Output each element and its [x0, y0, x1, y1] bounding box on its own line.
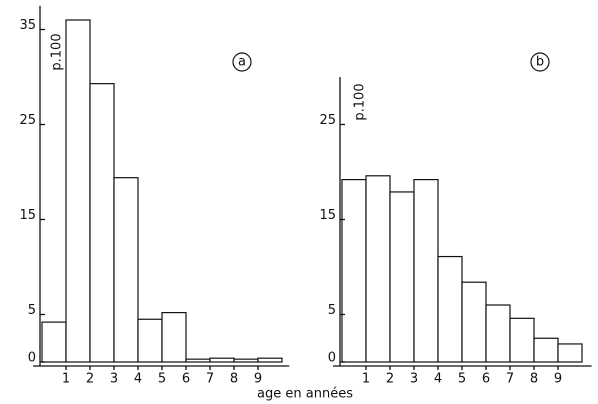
- x-tick-label: 7: [206, 372, 214, 387]
- x-tick-label: 1: [362, 372, 370, 387]
- x-tick-label: 3: [410, 372, 418, 387]
- bar: [413, 179, 439, 363]
- y-tick-label: 0: [328, 351, 336, 366]
- x-tick-label: 2: [386, 372, 394, 387]
- bar: [41, 321, 67, 363]
- bar: [485, 304, 511, 363]
- x-axis-label: age en années: [257, 387, 353, 402]
- y-axis-label: p.100: [50, 33, 65, 70]
- bar: [233, 358, 259, 363]
- bar: [461, 281, 487, 363]
- y-tick-label: 5: [28, 303, 36, 318]
- x-tick-label: 5: [458, 372, 466, 387]
- panel-label-circle: [232, 52, 252, 72]
- y-tick-label: 15: [19, 208, 36, 223]
- bar: [257, 357, 283, 363]
- y-tick-label: 25: [19, 113, 36, 128]
- x-tick-label: 4: [434, 372, 442, 387]
- panel-label-circle: [530, 52, 550, 72]
- x-tick-label: 5: [158, 372, 166, 387]
- x-tick-label: 9: [254, 372, 262, 387]
- bar: [185, 358, 211, 363]
- x-tick-label: 4: [134, 372, 142, 387]
- bar: [209, 357, 235, 363]
- x-tick-label: 6: [482, 372, 490, 387]
- y-tick-label: 5: [328, 303, 336, 318]
- x-tick-label: 6: [182, 372, 190, 387]
- x-tick-label: 8: [230, 372, 238, 387]
- bar: [437, 255, 463, 363]
- bar: [137, 318, 163, 363]
- x-tick-label: 9: [554, 372, 562, 387]
- y-tick-label: 25: [319, 113, 336, 128]
- bar: [113, 177, 139, 363]
- y-tick-label: 35: [19, 18, 36, 33]
- bar: [341, 179, 367, 363]
- x-tick-label: 7: [506, 372, 514, 387]
- bar: [389, 191, 415, 363]
- x-tick-label: 1: [62, 372, 70, 387]
- panel-label: a: [238, 55, 246, 70]
- bar: [533, 337, 559, 363]
- y-tick-label: 0: [28, 351, 36, 366]
- x-tick-label: 8: [530, 372, 538, 387]
- panel-label: b: [536, 55, 544, 70]
- bar: [557, 343, 583, 363]
- bar: [365, 175, 391, 363]
- bar: [89, 83, 115, 363]
- bar: [509, 317, 535, 363]
- x-tick-label: 3: [110, 372, 118, 387]
- y-tick-label: 15: [319, 208, 336, 223]
- bar: [65, 19, 91, 363]
- x-tick-label: 2: [86, 372, 94, 387]
- bar: [161, 312, 187, 363]
- y-axis-label: p.100: [353, 83, 368, 120]
